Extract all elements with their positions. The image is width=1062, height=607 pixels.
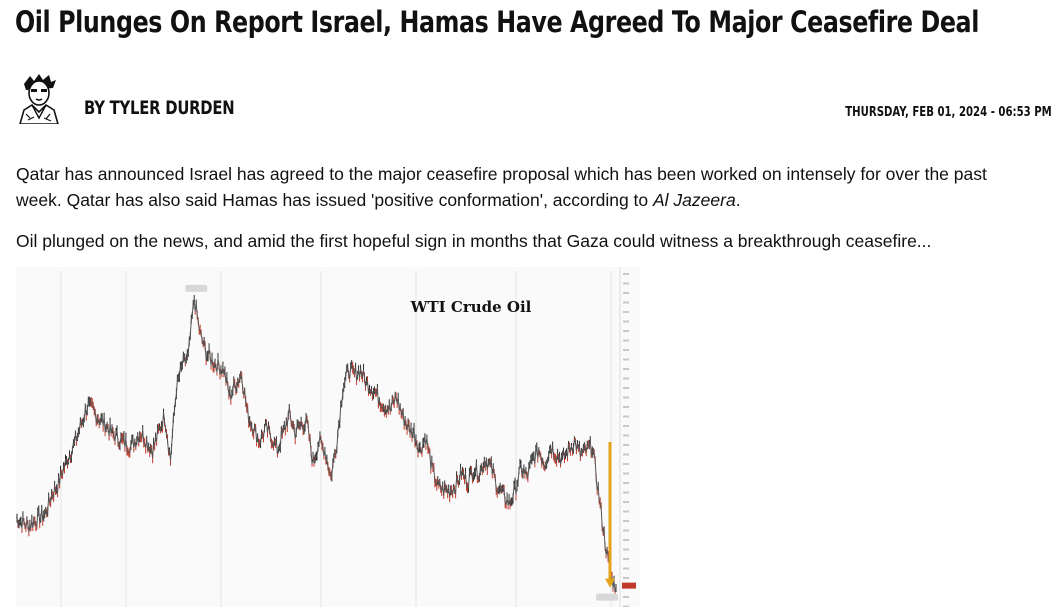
- last-price-badge: [622, 582, 636, 589]
- price-axis-tick: [623, 605, 629, 607]
- price-axis-tick: [623, 282, 629, 285]
- price-axis-tick: [623, 463, 629, 465]
- price-axis-tick: [623, 425, 629, 427]
- article-headline: Oil Plunges On Report Israel, Hamas Have…: [15, 5, 979, 39]
- price-axis-tick: [623, 349, 629, 351]
- author-avatar[interactable]: [16, 72, 62, 125]
- price-axis-tick: [623, 529, 629, 532]
- price-axis-tick: [623, 491, 629, 494]
- author-avatar-image: [18, 74, 60, 125]
- chart-price-axis: [619, 267, 629, 607]
- price-axis-tick: [623, 330, 629, 332]
- high-price-marker: [185, 284, 208, 292]
- price-axis-tick: [623, 510, 629, 513]
- price-axis-tick: [623, 368, 629, 370]
- price-axis-tick: [623, 339, 629, 342]
- price-axis-tick: [623, 406, 629, 408]
- article-paragraph-2: Oil plunged on the news, and amid the fi…: [16, 231, 932, 251]
- price-axis-tick: [623, 520, 629, 522]
- price-axis-tick: [623, 301, 629, 304]
- source-link-al-jazeera[interactable]: Al Jazeera: [653, 190, 736, 210]
- price-axis-tick: [623, 501, 629, 503]
- chart-title: WTI Crude Oil: [410, 298, 532, 316]
- author-byline-link[interactable]: BY TYLER DURDEN: [84, 97, 235, 119]
- publish-date: THURSDAY, FEB 01, 2024 - 06:53 PM: [845, 105, 1052, 120]
- price-axis-tick: [623, 292, 629, 294]
- price-axis-tick: [623, 539, 629, 541]
- price-line: [16, 299, 617, 592]
- price-axis-tick: [623, 377, 629, 380]
- price-axis-tick: [623, 577, 629, 579]
- wti-chart-svg: WTI Crude Oil: [16, 267, 636, 607]
- price-axis-tick: [623, 434, 629, 437]
- wti-chart-image: WTI Crude Oil: [16, 267, 640, 607]
- price-axis-tick: [623, 567, 629, 570]
- price-axis-tick: [623, 387, 629, 389]
- price-axis-tick: [623, 396, 629, 399]
- down-arrow-head: [605, 578, 615, 588]
- price-axis-tick: [623, 558, 629, 560]
- paragraph-1-text: Qatar has announced Israel has agreed to…: [16, 164, 987, 210]
- price-axis-tick: [623, 415, 629, 418]
- price-axis-tick: [623, 273, 629, 275]
- price-axis-tick: [623, 453, 629, 456]
- price-axis-tick: [623, 472, 629, 475]
- price-axis-tick: [623, 596, 629, 598]
- price-axis-tick: [623, 358, 629, 361]
- low-price-marker: [596, 593, 618, 601]
- article-paragraph-1: Qatar has announced Israel has agreed to…: [16, 161, 1031, 213]
- price-axis-tick: [623, 444, 629, 446]
- paragraph-1-end: .: [735, 190, 741, 210]
- price-axis-tick: [623, 548, 629, 551]
- chart-annotations: [185, 284, 636, 601]
- price-axis-tick: [623, 482, 629, 484]
- chart-price-series: [16, 294, 617, 598]
- price-axis-tick: [623, 311, 629, 313]
- price-axis-tick: [623, 320, 629, 323]
